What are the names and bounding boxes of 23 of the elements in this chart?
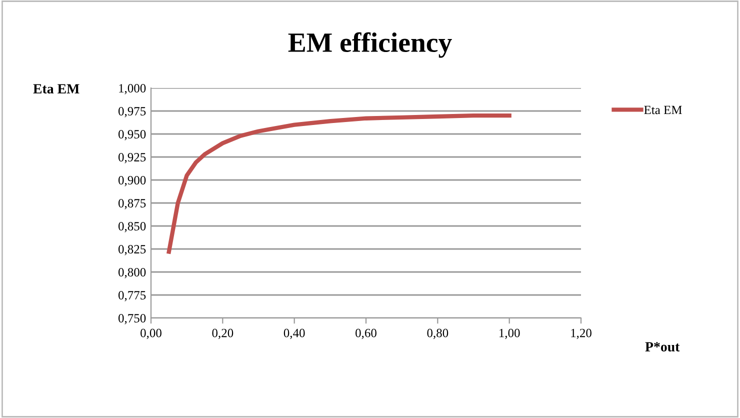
x-tick-label: 1,00 <box>499 328 520 340</box>
line-series <box>166 114 512 254</box>
x-tick-label: 0,40 <box>284 328 305 340</box>
y-tick-label: 0,925 <box>118 153 146 164</box>
y-tick-label: 0,775 <box>118 291 146 302</box>
chart-title: EM efficiency <box>288 32 452 58</box>
legend-label: Eta EM <box>644 106 682 114</box>
x-tick-label: 0,20 <box>212 328 234 340</box>
x-tick-label: 0,80 <box>427 328 448 340</box>
x-tick-label: 0,60 <box>356 328 376 340</box>
y-tick-label: 1,000 <box>119 84 146 94</box>
y-tick-label: 0,800 <box>118 268 146 278</box>
x-tick-label: 0,00 <box>140 328 162 340</box>
y-tick-label: 0,750 <box>118 314 146 324</box>
y-tick-label: 0,950 <box>118 130 146 140</box>
x-axis-title: P*out <box>645 342 680 352</box>
y-axis-title: Eta EM <box>33 84 80 94</box>
y-tick-label: 0,875 <box>118 199 146 210</box>
y-tick-label: 0,975 <box>118 107 146 118</box>
x-tick-label: 1,20 <box>571 328 592 340</box>
y-tick-label: 0,850 <box>118 222 146 232</box>
y-tick-label: 0,900 <box>118 176 146 186</box>
y-tick-label: 0,825 <box>118 245 146 256</box>
